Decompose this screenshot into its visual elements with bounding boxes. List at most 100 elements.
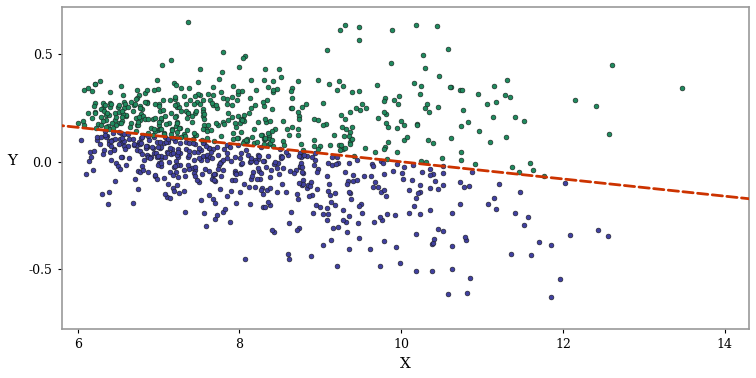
Point [432, 226, 444, 232]
Point [262, 135, 274, 141]
Point [173, 191, 185, 197]
Point [219, 206, 231, 212]
Point [234, 170, 246, 177]
Point [97, 118, 109, 124]
Point [333, 160, 345, 166]
Point [375, 158, 387, 164]
Point [150, 150, 162, 156]
Point [207, 146, 219, 152]
Point [394, 260, 406, 266]
Point [322, 188, 334, 194]
Point [380, 120, 392, 126]
Point [301, 185, 313, 191]
Point [183, 149, 195, 155]
Point [330, 263, 342, 270]
Point [122, 155, 135, 161]
Point [175, 134, 187, 140]
Point [101, 112, 113, 118]
Point [224, 144, 236, 150]
Point [245, 105, 257, 111]
Point [252, 152, 264, 158]
Point [116, 92, 129, 98]
Point [265, 174, 277, 180]
Point [172, 174, 184, 180]
Point [311, 186, 323, 192]
Point [326, 154, 338, 160]
Point [147, 132, 160, 138]
Point [267, 143, 279, 149]
Point [198, 112, 210, 118]
Point [275, 153, 287, 159]
Point [181, 115, 193, 121]
Point [104, 101, 116, 107]
Point [151, 175, 163, 181]
Point [101, 110, 113, 116]
Point [139, 90, 151, 96]
Point [342, 178, 354, 184]
Point [171, 152, 183, 158]
Point [272, 160, 284, 166]
Point [117, 111, 129, 117]
Point [267, 87, 279, 93]
Point [392, 93, 404, 99]
Point [212, 152, 224, 158]
Point [104, 104, 116, 110]
Point [457, 87, 469, 93]
Point [454, 178, 466, 184]
Point [152, 163, 164, 169]
Point [230, 171, 242, 177]
Point [154, 115, 166, 121]
Point [359, 144, 371, 150]
Point [187, 136, 199, 142]
Point [207, 102, 219, 108]
Point [88, 81, 101, 87]
Point [243, 110, 255, 116]
Point [196, 170, 208, 177]
Point [408, 203, 420, 209]
Point [97, 105, 109, 111]
Point [140, 144, 152, 150]
Point [116, 154, 128, 160]
Point [392, 101, 404, 107]
Point [356, 101, 368, 107]
Point [147, 146, 159, 152]
Point [209, 171, 221, 177]
Point [297, 181, 309, 187]
Point [203, 192, 215, 198]
Point [246, 173, 258, 179]
Point [250, 176, 262, 182]
Point [265, 137, 277, 143]
Point [243, 184, 255, 190]
Point [190, 132, 202, 138]
Point [378, 186, 390, 192]
Point [235, 129, 247, 135]
Point [128, 102, 140, 108]
Point [445, 84, 457, 90]
Point [156, 107, 169, 113]
Point [148, 150, 160, 156]
Point [201, 157, 213, 163]
Point [389, 212, 401, 218]
Point [454, 149, 466, 155]
Point [98, 147, 110, 153]
Point [122, 131, 134, 137]
Point [116, 135, 129, 141]
Point [115, 83, 127, 89]
Point [134, 141, 146, 147]
Point [205, 127, 217, 133]
Point [296, 147, 308, 153]
Point [166, 135, 178, 141]
Point [525, 252, 537, 258]
Point [437, 170, 449, 176]
Point [494, 181, 506, 187]
Point [410, 231, 422, 237]
Point [391, 161, 403, 167]
Point [305, 253, 317, 259]
Point [118, 143, 130, 149]
Point [462, 119, 474, 125]
Point [188, 167, 200, 173]
Point [135, 135, 147, 141]
Point [350, 105, 362, 111]
Point [235, 116, 247, 122]
Point [283, 256, 295, 262]
